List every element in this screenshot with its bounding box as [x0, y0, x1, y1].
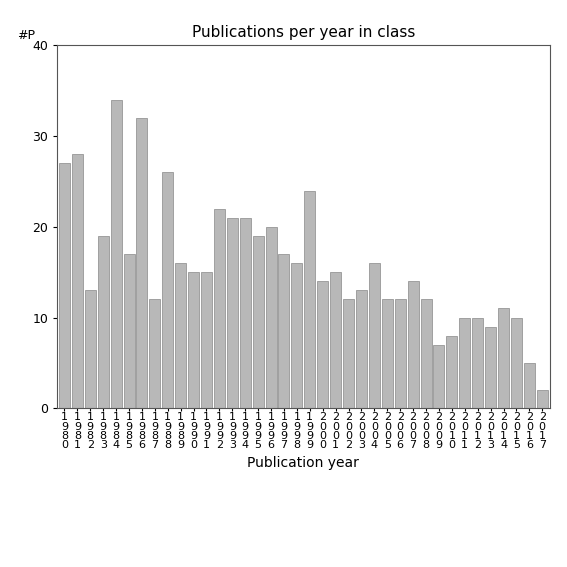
- Bar: [162, 172, 174, 408]
- Bar: [85, 290, 96, 408]
- Bar: [214, 209, 225, 408]
- Bar: [433, 345, 445, 408]
- Bar: [278, 254, 290, 408]
- Bar: [382, 299, 393, 408]
- Text: #P: #P: [17, 29, 35, 42]
- Bar: [343, 299, 354, 408]
- Bar: [137, 118, 147, 408]
- Bar: [330, 272, 341, 408]
- Bar: [446, 336, 458, 408]
- Bar: [421, 299, 431, 408]
- Bar: [356, 290, 367, 408]
- Title: Publications per year in class: Publications per year in class: [192, 25, 415, 40]
- Bar: [537, 390, 548, 408]
- Bar: [395, 299, 405, 408]
- X-axis label: Publication year: Publication year: [247, 455, 359, 469]
- Bar: [201, 272, 212, 408]
- Bar: [511, 318, 522, 408]
- Bar: [149, 299, 160, 408]
- Bar: [524, 363, 535, 408]
- Bar: [240, 218, 251, 408]
- Bar: [253, 236, 264, 408]
- Bar: [124, 254, 134, 408]
- Bar: [265, 227, 277, 408]
- Bar: [72, 154, 83, 408]
- Bar: [485, 327, 496, 408]
- Bar: [317, 281, 328, 408]
- Bar: [498, 308, 509, 408]
- Bar: [408, 281, 418, 408]
- Bar: [369, 263, 380, 408]
- Bar: [175, 263, 186, 408]
- Bar: [188, 272, 199, 408]
- Bar: [304, 191, 315, 408]
- Bar: [459, 318, 470, 408]
- Bar: [227, 218, 238, 408]
- Bar: [111, 100, 121, 408]
- Bar: [59, 163, 70, 408]
- Bar: [98, 236, 109, 408]
- Bar: [472, 318, 483, 408]
- Bar: [291, 263, 302, 408]
